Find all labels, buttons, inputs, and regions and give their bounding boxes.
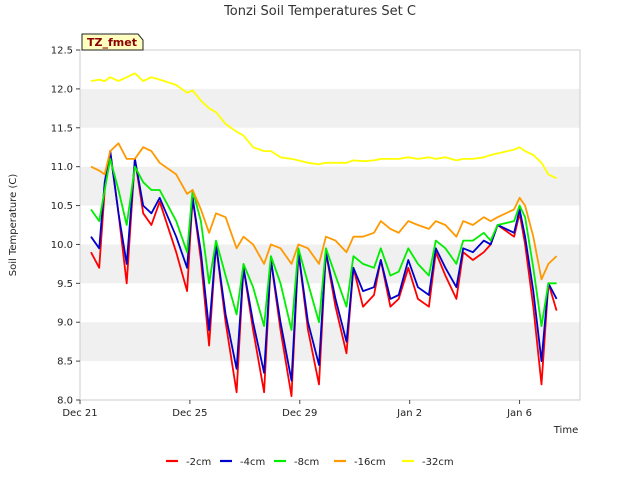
x-tick-label: Jan 6 xyxy=(506,408,532,419)
badge-box xyxy=(81,33,144,51)
y-axis-ticks: 8.0 8.5 9.0 9.5 10.0 10.5 11.0 11.5 12.0 12.5 xyxy=(51,46,80,407)
x-axis-ticks: Dec 21 Dec 25 Dec 29 Jan 2 Jan 6 xyxy=(62,400,532,419)
legend-label: -2cm xyxy=(186,457,211,468)
y-tick-label: 12.5 xyxy=(51,46,73,57)
legend-label: -16cm xyxy=(354,457,386,468)
plot-frame xyxy=(79,49,581,401)
series-line-neg8cm xyxy=(90,157,557,331)
y-tick-label: 11.5 xyxy=(51,123,73,134)
y-tick-label: 9.5 xyxy=(57,279,73,290)
y-tick-label: 8.5 xyxy=(57,357,73,368)
series-line-neg32cm xyxy=(90,72,557,180)
x-tick-label: Dec 29 xyxy=(282,408,317,419)
y-tick-label: 8.0 xyxy=(57,396,73,407)
y-tick-label: 10.5 xyxy=(51,201,73,212)
x-tick-label: Jan 2 xyxy=(396,408,422,419)
legend: -2cm -4cm -8cm -16cm -32cm xyxy=(166,457,454,468)
chart-title: Tonzi Soil Temperatures Set C xyxy=(223,4,416,19)
x-tick-label: Dec 25 xyxy=(172,408,207,419)
y-tick-label: 11.0 xyxy=(51,162,73,173)
series-line-neg4cm xyxy=(90,150,558,382)
grid-band xyxy=(80,322,580,362)
x-tick-label: Dec 21 xyxy=(62,408,97,419)
badge: TZ_fmet xyxy=(81,33,144,51)
badge-label: TZ_fmet xyxy=(87,36,137,49)
legend-label: -32cm xyxy=(422,457,454,468)
y-tick-label: 12.0 xyxy=(51,84,73,95)
series-lines xyxy=(90,72,558,398)
grid-bands xyxy=(80,88,580,362)
grid-band xyxy=(80,88,580,128)
y-axis-label: Soil Temperature (C) xyxy=(8,174,19,277)
y-tick-label: 10.0 xyxy=(51,240,73,251)
legend-label: -8cm xyxy=(294,457,319,468)
x-axis-label: Time xyxy=(553,425,578,436)
series-line-neg16cm xyxy=(90,142,558,281)
legend-label: -4cm xyxy=(240,457,265,468)
y-tick-label: 9.0 xyxy=(57,318,73,329)
grid-band xyxy=(80,166,580,206)
